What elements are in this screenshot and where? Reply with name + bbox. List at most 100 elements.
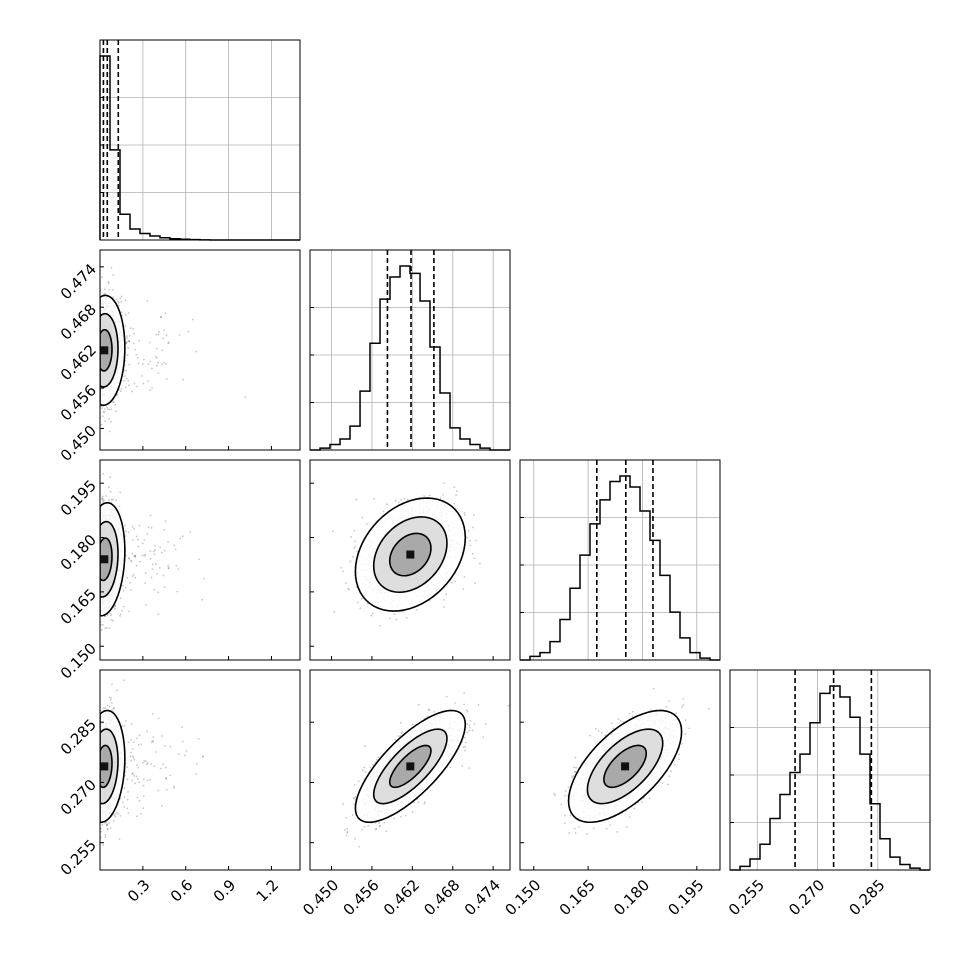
sample-point [125, 554, 128, 557]
sample-point [128, 557, 131, 560]
sample-point [136, 356, 139, 359]
sample-point [116, 689, 118, 692]
sample-point [179, 537, 182, 540]
sample-point [124, 720, 127, 722]
sample-point [173, 786, 175, 789]
sample-point [187, 330, 190, 333]
sample-point [154, 544, 156, 547]
sample-point [136, 764, 138, 767]
sample-point [160, 805, 163, 808]
panel-frame [99, 249, 301, 451]
sample-point [157, 361, 160, 364]
sample-point [154, 562, 157, 565]
sample-point [101, 415, 104, 418]
sample-point [123, 787, 126, 789]
sample-point [197, 737, 200, 740]
panel-frame [519, 459, 721, 661]
sample-point [103, 408, 106, 411]
sample-point [111, 702, 113, 704]
panel-frame [99, 39, 301, 241]
sample-point [150, 527, 153, 529]
sample-point [130, 759, 133, 762]
sample-point [135, 535, 138, 538]
sample-point [181, 740, 184, 743]
sample-point [158, 331, 160, 333]
sample-point [157, 789, 160, 792]
sample-point [173, 544, 176, 547]
sample-point [141, 375, 144, 377]
sample-point [105, 824, 108, 827]
sample-point [133, 527, 136, 530]
sample-point [106, 406, 108, 409]
sample-point [450, 581, 453, 584]
sample-point [163, 361, 165, 364]
sample-point [453, 502, 455, 505]
sample-point [139, 560, 141, 563]
sample-point [147, 526, 150, 529]
sample-point [142, 807, 145, 810]
sample-point [123, 679, 126, 682]
sample-point [125, 341, 128, 344]
sample-point [115, 298, 118, 301]
sample-point [142, 778, 145, 781]
sample-point [469, 539, 471, 542]
sample-point [153, 765, 156, 768]
sample-point [127, 531, 130, 534]
sample-point [128, 363, 131, 366]
sample-point [126, 377, 128, 380]
sample-point [123, 796, 126, 798]
sample-point [130, 723, 133, 725]
sample-point [103, 411, 106, 413]
sample-point [137, 362, 140, 365]
sample-point [124, 386, 127, 389]
sample-point [154, 549, 156, 551]
sample-point [118, 838, 121, 840]
sample-point [125, 341, 128, 344]
sample-point [182, 378, 184, 381]
sample-point [356, 601, 359, 604]
sample-point [131, 575, 134, 577]
sample-point [159, 767, 162, 770]
sample-point [132, 539, 135, 541]
sample-point [125, 369, 127, 372]
sample-point [119, 491, 122, 494]
sample-point [100, 827, 102, 830]
sample-point [149, 360, 152, 363]
sample-point [108, 408, 111, 411]
sample-point [122, 584, 124, 587]
sample-point [134, 554, 137, 557]
sample-point [149, 550, 152, 553]
sample-point [348, 588, 350, 591]
sample-point [137, 778, 139, 781]
sample-point [167, 342, 170, 345]
sample-point [104, 707, 107, 709]
sample-point [127, 812, 130, 814]
sample-point [157, 372, 160, 375]
sample-point [126, 335, 128, 338]
sample-point [105, 626, 108, 629]
sample-point [122, 589, 125, 592]
sample-point [146, 779, 149, 782]
sample-point [175, 564, 178, 567]
sample-point [102, 500, 105, 502]
sample-point [143, 539, 146, 541]
sample-point [102, 707, 105, 710]
sample-point [151, 367, 153, 370]
sample-point [119, 615, 121, 617]
sample-point [152, 736, 155, 739]
sample-point [120, 295, 123, 298]
sample-point [117, 304, 120, 307]
sample-point [102, 410, 105, 413]
sample-point [141, 554, 144, 557]
sample-point [164, 766, 167, 769]
sample-point [141, 542, 144, 545]
sample-point [134, 782, 137, 785]
sample-point [116, 811, 118, 814]
sample-point [124, 313, 127, 316]
sample-point [106, 828, 109, 831]
histogram-panel-1 [309, 249, 511, 451]
sample-point [156, 572, 158, 575]
sample-point [104, 836, 107, 838]
sample-point [148, 341, 151, 344]
sample-point [144, 760, 147, 763]
